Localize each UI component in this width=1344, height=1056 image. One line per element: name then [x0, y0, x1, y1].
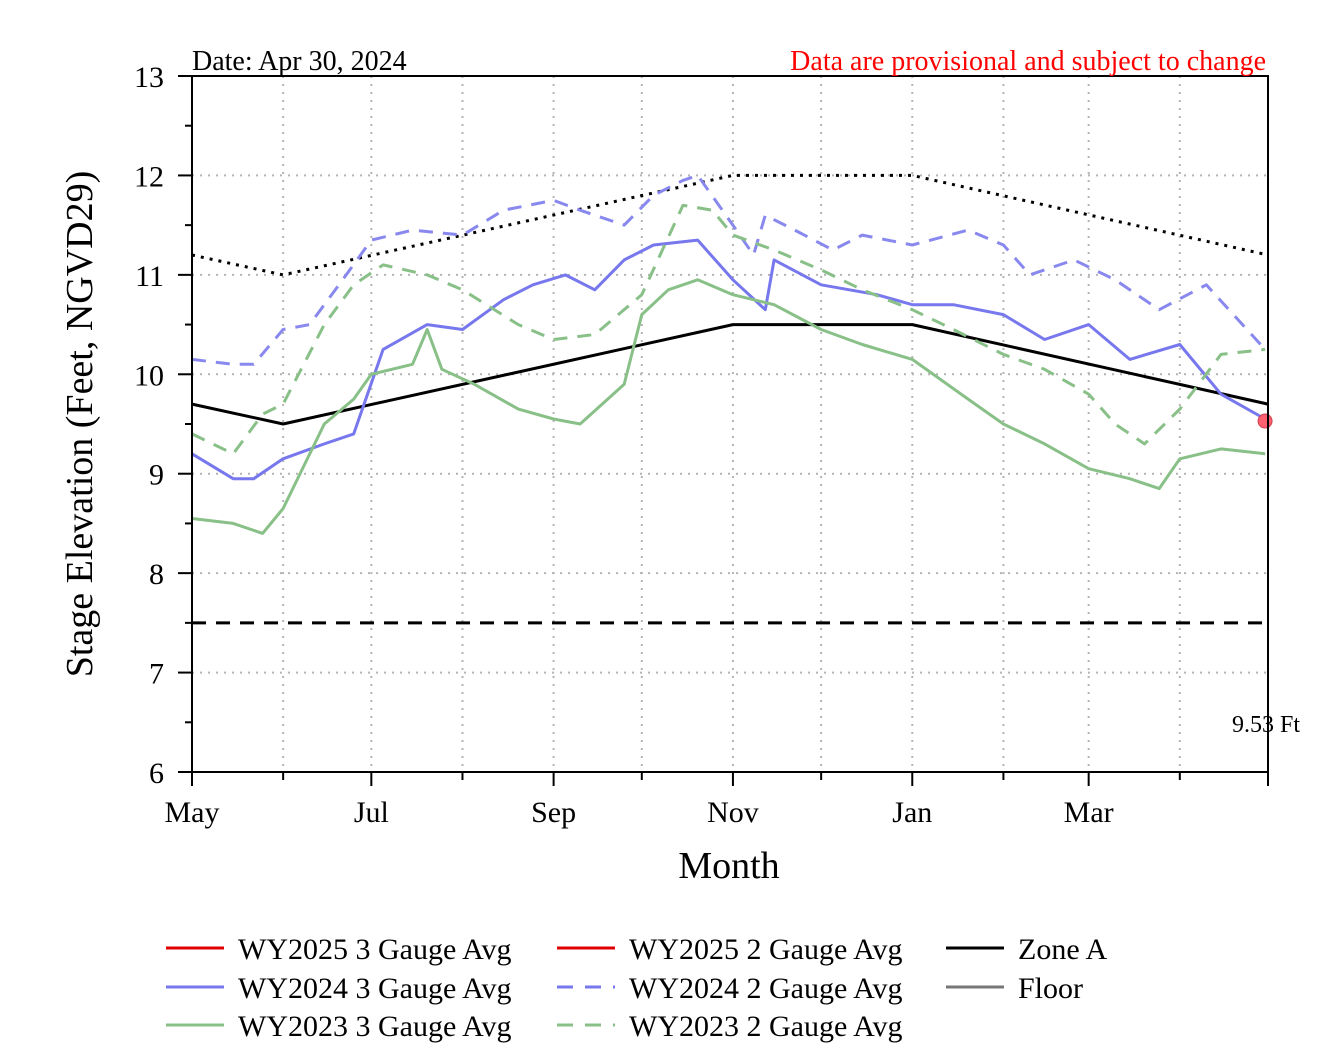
- x-tick-label: Jul: [354, 796, 389, 829]
- y-tick-label: 13: [134, 61, 164, 94]
- axis-ticks: 6 7 8 9 10 11 12 13 May Jul Sep Nov Jan Mar: [134, 61, 1269, 829]
- legend: WY2025 3 Gauge Avg WY2025 2 Gauge Avg Zone…: [166, 933, 1107, 1043]
- series-line-zone-a: [191, 323, 1269, 426]
- y-tick-label: 11: [135, 260, 164, 293]
- series-line-wy2023-3-gauge-avg: [191, 278, 1266, 535]
- series-line-reference-line-1: [191, 173, 1269, 277]
- y-tick-label: 12: [134, 160, 164, 193]
- y-axis-title: Stage Elevation (Feet, NGVD29): [59, 171, 101, 678]
- y-tick-label: 10: [134, 359, 164, 392]
- plot-frame: [191, 75, 1269, 773]
- series-lines: [191, 173, 1273, 625]
- legend-label: WY2024 3 Gauge Avg: [238, 972, 512, 1005]
- date-label: Date: Apr 30, 2024: [192, 46, 407, 77]
- legend-label: WY2023 2 Gauge Avg: [629, 1010, 903, 1043]
- current-value-marker: [1257, 413, 1273, 429]
- x-axis-title: Month: [678, 845, 779, 887]
- x-tick-label: Mar: [1064, 796, 1114, 829]
- x-tick-label: Jan: [892, 796, 932, 829]
- grid-lines: [192, 76, 1268, 772]
- provisional-disclaimer: Data are provisional and subject to chan…: [790, 46, 1266, 77]
- x-tick-label: May: [165, 796, 220, 829]
- legend-label: Zone A: [1018, 933, 1107, 966]
- series-line-wy2024-3-gauge-avg: [191, 238, 1266, 481]
- y-tick-label: 6: [149, 757, 164, 790]
- legend-label: Floor: [1018, 972, 1083, 1005]
- legend-label: WY2025 3 Gauge Avg: [238, 933, 512, 966]
- legend-label: WY2023 3 Gauge Avg: [238, 1010, 512, 1043]
- legend-label: WY2025 2 Gauge Avg: [629, 933, 903, 966]
- series-line-wy2023-2-gauge-avg: [191, 203, 1266, 456]
- y-tick-label: 7: [149, 658, 164, 691]
- y-tick-label: 8: [149, 558, 164, 591]
- x-tick-label: Sep: [531, 796, 576, 829]
- y-tick-label: 9: [149, 459, 164, 492]
- current-value-label: 9.53 Ft: [1232, 712, 1300, 738]
- x-tick-label: Nov: [707, 796, 759, 829]
- legend-label: WY2024 2 Gauge Avg: [629, 972, 903, 1005]
